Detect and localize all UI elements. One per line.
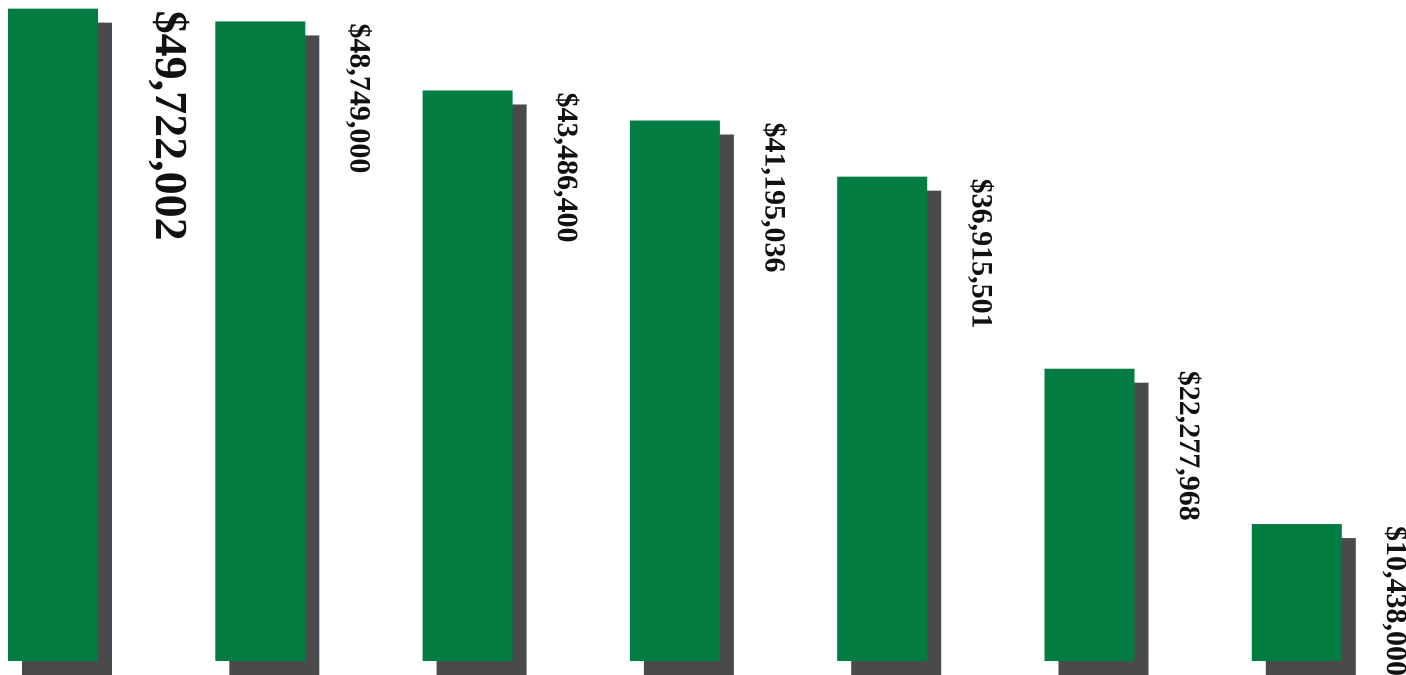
bar xyxy=(422,90,513,661)
bar xyxy=(629,120,720,662)
bar xyxy=(1251,524,1342,661)
bar-value-label: $43,486,400 xyxy=(551,92,584,242)
bar xyxy=(215,21,306,661)
bar xyxy=(1044,368,1135,661)
bar-value-label: $36,915,501 xyxy=(966,179,999,329)
bar-value-label: $41,195,036 xyxy=(758,123,791,273)
bars-layer xyxy=(8,8,1356,675)
bar-value-label: $48,749,000 xyxy=(344,23,377,173)
bar xyxy=(8,8,98,661)
labels-layer: $49,722,002 $48,749,000 $43,486,400 $41,195… xyxy=(146,11,1406,675)
bar-value-label: $49,722,002 xyxy=(146,11,197,241)
bar-value-label: $22,277,968 xyxy=(1173,371,1206,521)
bar xyxy=(837,176,928,661)
bar-value-label: $10,438,000 xyxy=(1380,526,1406,675)
